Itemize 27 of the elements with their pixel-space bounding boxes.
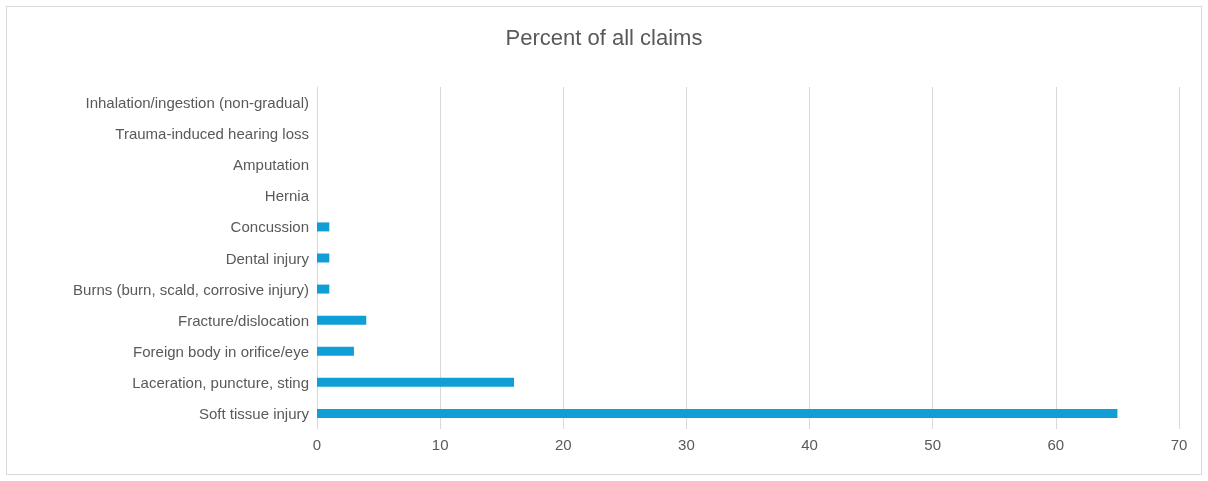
bar <box>317 346 354 356</box>
y-tick-label: Amputation <box>233 156 309 174</box>
y-tick-label: Dental injury <box>225 249 310 267</box>
x-tick-label: 50 <box>924 436 942 453</box>
x-tick-label: 70 <box>1170 436 1188 453</box>
x-tick-label: 0 <box>312 436 322 453</box>
x-tick-label: 40 <box>801 436 818 453</box>
bar <box>317 284 330 294</box>
x-tick-label: 60 <box>1047 436 1065 453</box>
x-tick-label: 10 <box>431 436 449 453</box>
bar <box>317 253 330 263</box>
y-tick-label: Laceration, puncture, sting <box>132 373 309 391</box>
bar <box>317 408 1118 418</box>
chart-title: Percent of all claims <box>505 24 703 50</box>
x-tick-label: 20 <box>554 436 572 453</box>
bar <box>317 377 515 387</box>
bar <box>317 222 330 232</box>
y-tick-label: Hernia <box>264 187 310 205</box>
bar <box>317 315 367 325</box>
y-tick-label: Fracture/dislocation <box>178 311 309 329</box>
y-tick-label: Inhalation/ingestion (non-gradual) <box>85 94 309 112</box>
y-tick-label: Foreign body in orifice/eye <box>133 342 309 360</box>
y-tick-label: Burns (burn, scald, corrosive injury) <box>73 280 309 298</box>
x-tick-label: 30 <box>678 436 695 453</box>
y-tick-label: Trauma-induced hearing loss <box>115 125 309 143</box>
y-tick-label: Soft tissue injury <box>198 404 310 422</box>
y-tick-label: Concussion <box>230 218 309 236</box>
